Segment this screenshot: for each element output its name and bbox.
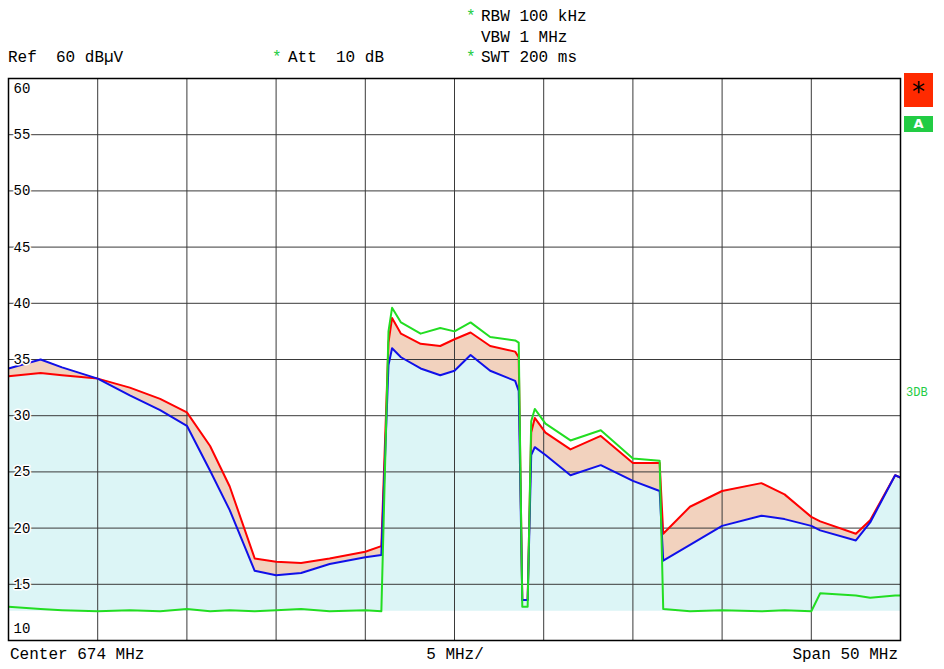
html-text:* Att 10 dB: * Att 10 dB <box>272 49 384 67</box>
svg-text:55: 55 <box>14 127 31 143</box>
html-text:5 MHz/: 5 MHz/ <box>426 646 484 664</box>
svg-text:50: 50 <box>14 183 31 199</box>
svg-text:10: 10 <box>14 621 31 637</box>
svg-text:45: 45 <box>14 240 31 256</box>
html-text:3DB: 3DB <box>906 386 928 400</box>
html-text:Ref 60 dBµV: Ref 60 dBµV <box>8 49 124 67</box>
svg-text:35: 35 <box>14 352 31 368</box>
html-text:* SWT 200 ms: * SWT 200 ms <box>466 49 577 67</box>
svg-text:25: 25 <box>14 464 31 480</box>
html-text:VBW 1 MHz: VBW 1 MHz <box>481 29 568 47</box>
html-text:Span 50 MHz: Span 50 MHz <box>792 646 898 664</box>
svg-text:20: 20 <box>14 521 31 537</box>
svg-text:60: 60 <box>14 81 31 97</box>
svg-text:30: 30 <box>14 408 31 424</box>
html-text:* RBW 100 kHz: * RBW 100 kHz <box>466 8 587 26</box>
svg-text:40: 40 <box>14 296 31 312</box>
html-text:A: A <box>913 116 924 131</box>
html-text:Center 674 MHz: Center 674 MHz <box>10 646 145 664</box>
svg-text:15: 15 <box>14 577 31 593</box>
